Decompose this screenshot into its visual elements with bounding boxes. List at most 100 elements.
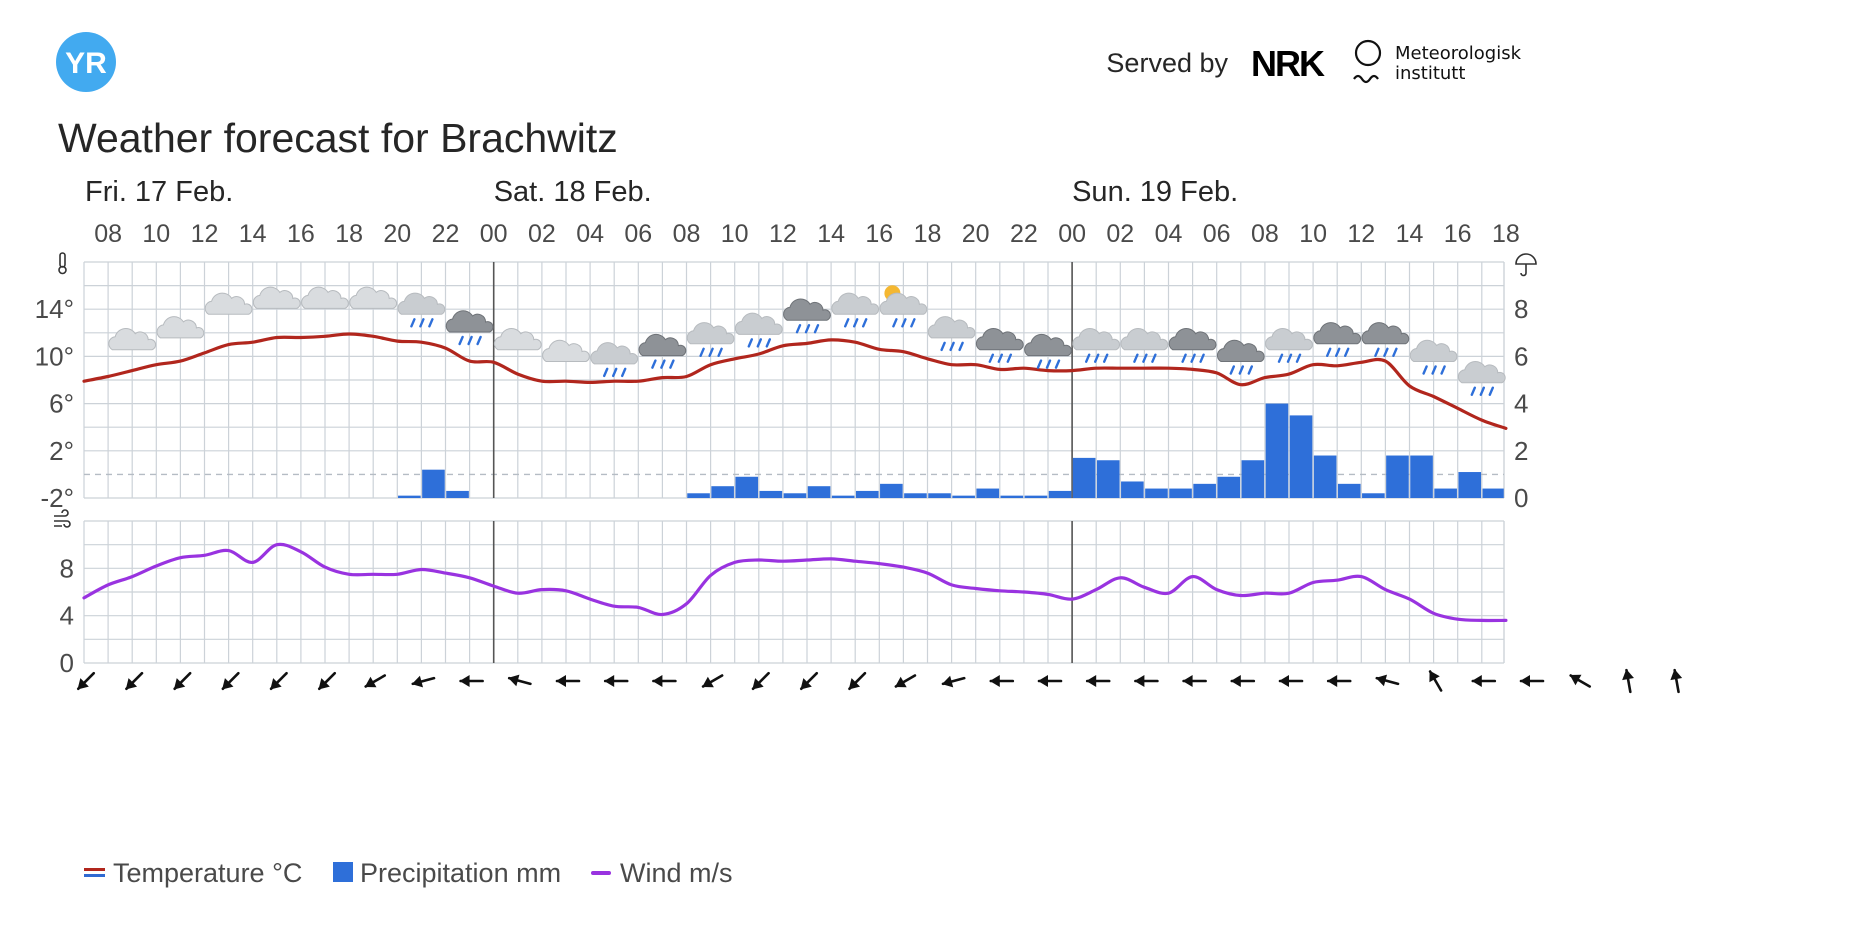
raindrop [1054,359,1061,369]
precipitation-tick-label: 0 [1514,483,1528,513]
umbrella-canopy [1515,253,1537,265]
cloud-shape [927,316,976,339]
served-by-label: Served by [1106,48,1228,78]
raindrop [892,318,898,328]
nrk-logo[interactable]: NRK [1251,43,1327,84]
hour-label: 22 [432,220,460,248]
precipitation-bar [446,490,469,498]
raindrop [765,338,771,348]
hour-label: 10 [142,220,170,248]
precipitation-bar [952,495,975,498]
wind-arrow [125,671,144,691]
cloud-shape [493,328,542,351]
hour-label: 14 [239,220,267,248]
wind-arrow [848,671,867,691]
wind-arrow-head [1182,675,1193,687]
hour-label: 08 [1251,220,1279,248]
hour-label: 16 [1444,220,1472,248]
page-title: Weather forecast for Brachwitz [58,115,618,161]
wind-arrow [1569,674,1592,688]
wind-arrow-head [702,676,714,688]
cloud-shape [1120,328,1169,351]
temperature-tick-label: 6° [49,389,74,419]
cloud-icon [252,286,301,309]
raindrop [1142,353,1148,363]
yr-logo-circle [56,32,116,92]
hour-label: 08 [94,220,122,248]
cloud-shape [204,292,253,315]
cloud-shape [1457,361,1506,384]
hour-axis-labels: 08 10 12 14 16 18 20 22 00 02 04 06 08 10 12 14 16 18 20 22… [94,220,1520,248]
raindrop [1181,353,1187,363]
precipitation-bar [1458,472,1482,498]
cloud-icon [301,286,349,309]
raindrop [1190,353,1196,363]
wind-arrow [1085,675,1111,687]
wind-arrow [507,674,532,687]
wind-arrow-head [1279,675,1289,687]
cloud-shape [445,310,494,333]
hour-label: 14 [1396,220,1424,248]
met-sun-icon [1354,39,1382,67]
cloud-shape [590,342,639,365]
wind-icon [54,509,71,528]
raindrop [669,359,675,369]
wind-tick-label: 0 [60,648,74,678]
cloud-icon [493,328,542,351]
wind-arrow-head [318,678,330,690]
met-institute-logo[interactable]: Meteorologisk institutt [1353,39,1522,84]
cloud-shape [156,316,205,339]
raindrop [428,318,434,328]
raindrop [699,347,705,357]
cloud-rain-icon [734,312,783,348]
legend-temperature-swatch-cold [84,874,105,877]
umbrella-icon [1515,253,1537,277]
legend-wind[interactable]: Wind m/s [591,858,733,888]
precipitation-bar [928,493,951,498]
precipitation-bar [904,493,927,498]
day-labels: Fri. 17 Feb. Sat. 18 Feb. Sun. 19 Feb. [85,176,1238,208]
raindrop [804,324,811,334]
wind-arrow [1134,675,1159,687]
wind-arrow [76,671,96,691]
yr-logo[interactable]: YR [56,32,116,92]
cloud-shape [879,292,928,315]
hour-label: 18 [914,220,942,248]
wind-arrow [411,675,436,688]
raindrop [1431,365,1437,375]
wind-arrow-head [173,678,186,690]
cloud-icon [108,328,157,351]
hour-label: 12 [191,220,219,248]
raindrop [1440,365,1446,375]
hour-label: 10 [721,220,749,248]
hour-label: 20 [383,220,411,248]
wind-direction-arrows [76,668,1683,694]
wind-arrow [1326,675,1352,687]
cloud-shape [1313,322,1362,345]
wind-arrow-head [1429,670,1440,683]
legend-precipitation-label: Precipitation mm [360,858,561,888]
precipitation-bar [422,469,445,498]
wind-arrow-head [1134,675,1145,687]
raindrop [708,347,714,357]
precipitation-bar [711,486,734,498]
raindrop [1036,359,1043,369]
wind-arrow [989,675,1015,687]
raindrop [651,359,657,369]
cloud-shape [397,292,446,315]
wind-arrow-head [1622,669,1634,681]
day-label: Fri. 17 Feb. [85,176,233,208]
cloud-rain-icon [1265,328,1313,363]
raindrop [612,367,618,378]
thermometer-stem [59,252,66,268]
raindrop [621,367,627,378]
cloud-icon [204,292,253,315]
legend-temperature[interactable]: Temperature °C [84,858,302,888]
cloud-rain-dark-icon [638,333,687,369]
raindrop [1295,353,1302,363]
temperature-tick-label: 2° [49,436,74,466]
legend-precipitation[interactable]: Precipitation mm [333,858,561,888]
cloud-rain-dark-icon [783,298,831,334]
wind-arrow-head [1230,675,1241,687]
temperature-tick-label: 14° [35,294,74,324]
